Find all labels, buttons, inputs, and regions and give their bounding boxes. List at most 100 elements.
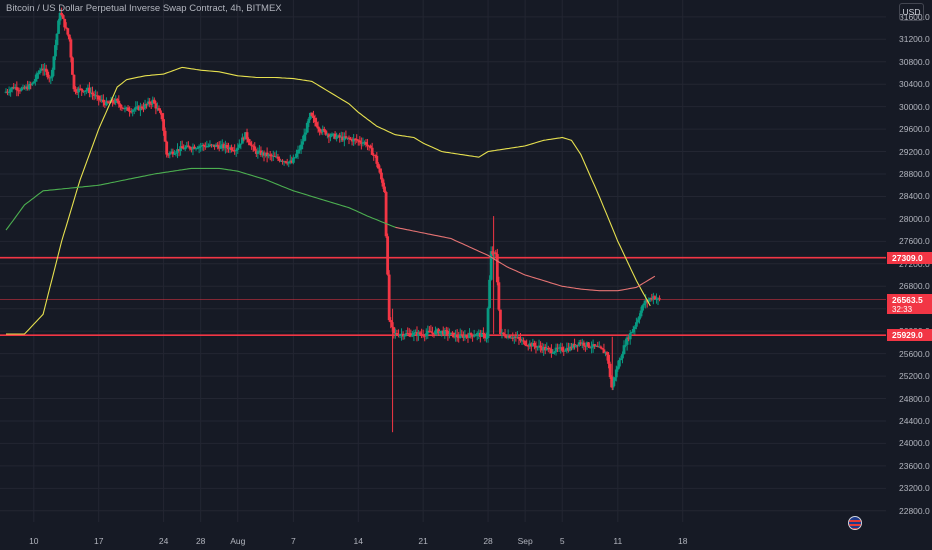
candle-body bbox=[80, 88, 84, 91]
candle-body bbox=[217, 145, 221, 149]
candle-body bbox=[610, 377, 614, 388]
level-price-label: 27309.0 bbox=[887, 251, 932, 264]
candle-body bbox=[304, 132, 308, 135]
candle-body bbox=[580, 342, 584, 345]
candle-body bbox=[240, 137, 244, 144]
candle-body bbox=[29, 84, 33, 86]
candle-body bbox=[560, 347, 564, 351]
currency-button[interactable]: USD bbox=[899, 3, 924, 21]
candle-body bbox=[339, 136, 343, 138]
candle-body bbox=[511, 337, 515, 339]
candle-body bbox=[489, 251, 493, 280]
candle-body bbox=[159, 110, 162, 114]
candle-body bbox=[622, 345, 626, 355]
candle-body bbox=[305, 122, 309, 133]
candle-body bbox=[173, 153, 176, 155]
moving-average-red bbox=[395, 226, 656, 292]
time-tick-label: 10 bbox=[29, 536, 39, 546]
candle-body bbox=[519, 338, 522, 341]
plot-area[interactable] bbox=[0, 0, 886, 522]
candle-body bbox=[380, 172, 383, 180]
candle-body bbox=[448, 334, 451, 336]
price-tick-label: 30800.0 bbox=[899, 56, 930, 67]
candle-body bbox=[247, 138, 250, 143]
candle-body bbox=[634, 322, 638, 327]
candle-body bbox=[605, 352, 609, 355]
candle-body bbox=[454, 334, 458, 338]
candle-body bbox=[613, 377, 617, 381]
candle-body bbox=[321, 128, 325, 132]
candle-body bbox=[497, 282, 501, 310]
price-tick-label: 24800.0 bbox=[899, 393, 930, 404]
candle-body bbox=[514, 336, 518, 338]
candle-body bbox=[407, 333, 411, 335]
candle-body bbox=[122, 107, 125, 109]
candle-body bbox=[227, 147, 230, 150]
time-tick-label: Aug bbox=[230, 536, 246, 546]
price-tick-label: 29600.0 bbox=[899, 124, 930, 135]
candle-body bbox=[607, 354, 610, 364]
candle-body bbox=[77, 88, 81, 93]
candle-body bbox=[13, 87, 17, 89]
candle-body bbox=[437, 329, 441, 334]
candle-body bbox=[364, 142, 368, 145]
candle-body bbox=[231, 150, 235, 152]
candle-body bbox=[312, 115, 315, 118]
price-tick-label: 27200.0 bbox=[899, 258, 930, 269]
us-flag-event-icon[interactable] bbox=[848, 516, 862, 530]
upper-band-line bbox=[6, 66, 651, 335]
candle-body bbox=[551, 352, 555, 354]
candle-body bbox=[12, 87, 16, 89]
candle-body bbox=[324, 130, 328, 135]
candle-body bbox=[639, 310, 643, 317]
candle-body bbox=[650, 298, 654, 300]
time-tick-label: 11 bbox=[613, 536, 623, 546]
candle-body bbox=[628, 333, 632, 340]
candle-body bbox=[658, 298, 661, 300]
candle-body bbox=[608, 363, 612, 378]
candle-body bbox=[512, 336, 516, 339]
candle-body bbox=[358, 140, 362, 143]
candle-body bbox=[219, 145, 223, 149]
candle-body bbox=[482, 332, 485, 335]
candle-body bbox=[338, 135, 342, 138]
candle-body bbox=[74, 89, 77, 92]
candle-body bbox=[582, 342, 586, 346]
candle-body bbox=[21, 87, 25, 89]
candle-body bbox=[327, 134, 331, 138]
candle-body bbox=[91, 92, 94, 95]
candle-body bbox=[43, 68, 47, 71]
candle-body bbox=[4, 91, 8, 93]
candle-body bbox=[478, 332, 482, 337]
candle-body bbox=[132, 109, 136, 111]
candle-body bbox=[573, 344, 576, 347]
time-axis[interactable] bbox=[0, 522, 886, 550]
candle-body bbox=[579, 342, 583, 345]
candle-body bbox=[23, 87, 26, 89]
candle-body bbox=[418, 332, 422, 335]
candle-body bbox=[383, 186, 386, 193]
candle-body bbox=[222, 144, 226, 149]
candle-body bbox=[417, 332, 420, 336]
candle-body bbox=[409, 333, 413, 337]
candle-body bbox=[299, 144, 303, 150]
candle-body bbox=[465, 335, 468, 337]
candle-body bbox=[95, 95, 99, 97]
candle-body bbox=[367, 145, 371, 147]
candle-body bbox=[548, 348, 552, 350]
candle-body bbox=[585, 342, 589, 347]
candle-body bbox=[197, 146, 201, 149]
candle-body bbox=[393, 333, 397, 335]
candle-body bbox=[509, 337, 513, 339]
price-tick-label: 25200.0 bbox=[899, 371, 930, 382]
candle-body bbox=[205, 146, 209, 148]
candle-body bbox=[50, 69, 54, 78]
candle-body bbox=[443, 330, 447, 335]
candle-body bbox=[10, 87, 14, 90]
candle-body bbox=[168, 152, 172, 155]
candle-body bbox=[392, 327, 396, 334]
candle-body bbox=[349, 138, 352, 140]
candle-body bbox=[105, 101, 108, 106]
candle-body bbox=[427, 330, 431, 332]
candle-body bbox=[262, 152, 266, 156]
